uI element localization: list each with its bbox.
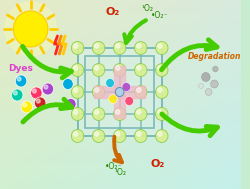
Circle shape [155,108,167,121]
Circle shape [73,132,78,136]
Circle shape [157,88,162,92]
Circle shape [115,110,119,114]
Circle shape [157,66,162,70]
Circle shape [92,42,104,54]
Circle shape [71,129,84,143]
Circle shape [71,64,84,77]
Circle shape [113,42,125,54]
Text: O₂: O₂ [106,7,120,17]
Circle shape [71,85,84,98]
Circle shape [155,129,167,143]
Text: ¹O₂: ¹O₂ [114,168,126,177]
Bar [77,48,161,136]
Circle shape [136,88,140,92]
Circle shape [113,129,125,143]
Bar [94,86,144,98]
Circle shape [44,85,48,89]
Circle shape [210,80,217,88]
Circle shape [17,77,21,81]
Circle shape [136,44,140,48]
Circle shape [134,42,146,54]
Circle shape [134,64,146,77]
Circle shape [5,2,56,56]
Text: Dyes: Dyes [8,64,32,73]
Circle shape [34,97,46,109]
Circle shape [42,83,54,95]
Circle shape [65,98,76,109]
Circle shape [105,78,114,88]
Circle shape [23,103,27,107]
Circle shape [136,66,140,70]
Circle shape [12,89,23,101]
Circle shape [13,91,17,95]
Circle shape [122,83,130,91]
Circle shape [115,132,119,136]
Circle shape [92,129,104,143]
Circle shape [92,64,104,77]
Circle shape [73,66,78,70]
Bar [114,66,125,118]
Circle shape [115,66,119,70]
Circle shape [94,44,98,48]
Circle shape [13,11,48,47]
Circle shape [36,99,40,103]
Circle shape [92,85,104,98]
Circle shape [113,64,125,77]
Circle shape [73,110,78,114]
Circle shape [94,132,98,136]
Circle shape [198,84,202,88]
Circle shape [113,108,125,121]
Circle shape [108,94,117,104]
Circle shape [157,132,162,136]
Text: •O₂⁻: •O₂⁻ [105,162,122,171]
Bar [85,56,154,128]
Circle shape [71,42,84,54]
Bar [77,48,161,136]
Circle shape [115,44,119,48]
Circle shape [73,44,78,48]
Circle shape [94,110,98,114]
Circle shape [157,110,162,114]
Circle shape [94,66,98,70]
Circle shape [73,88,78,92]
Circle shape [157,44,162,48]
Circle shape [155,85,167,98]
Circle shape [124,97,133,105]
Circle shape [134,108,146,121]
Circle shape [155,64,167,77]
Circle shape [134,85,146,98]
Circle shape [136,132,140,136]
Text: Degradation: Degradation [187,52,240,61]
Circle shape [201,73,209,81]
Circle shape [212,66,217,72]
Circle shape [204,88,211,95]
Circle shape [62,78,73,90]
Circle shape [136,110,140,114]
Circle shape [92,108,104,121]
Circle shape [30,87,42,99]
Circle shape [21,101,32,113]
Circle shape [115,88,124,97]
Circle shape [155,42,167,54]
Circle shape [15,75,27,87]
Circle shape [71,108,84,121]
Circle shape [94,88,98,92]
Text: ¹O₂: ¹O₂ [141,4,153,13]
Circle shape [134,129,146,143]
Text: •O₂⁻: •O₂⁻ [151,11,168,20]
Circle shape [32,89,36,93]
Text: O₂: O₂ [150,159,164,169]
